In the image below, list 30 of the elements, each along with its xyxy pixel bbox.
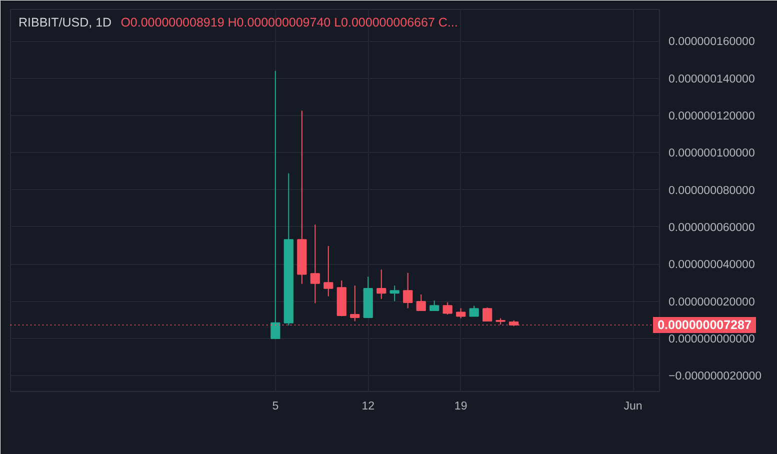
y-tick-label: 0.000000120000 <box>668 110 755 122</box>
y-tick-label: 0.000000140000 <box>668 73 755 86</box>
x-tick-label: 5 <box>272 400 279 412</box>
candlestick <box>390 285 400 302</box>
y-tick-label: 0.000000100000 <box>668 148 755 160</box>
candlestick <box>310 224 320 304</box>
candlestick <box>324 245 334 297</box>
candlestick <box>442 302 452 316</box>
y-tick-label: 0.000000020000 <box>668 296 755 308</box>
candlestick <box>270 70 280 340</box>
x-tick-label: Jun <box>624 400 642 412</box>
candlestick <box>430 300 440 312</box>
candlestick <box>482 306 492 322</box>
y-tick-label: 0.000000060000 <box>668 222 755 234</box>
ref-line-label: 0.000000007287 <box>658 316 752 332</box>
x-tick-label: 19 <box>454 400 468 412</box>
candlestick <box>416 294 426 312</box>
candlestick <box>350 285 360 322</box>
candlestick <box>403 272 413 309</box>
y-tick-label: 0.000000160000 <box>668 36 755 48</box>
candlestick <box>376 269 386 300</box>
y-tick-label: 0.000000040000 <box>668 259 755 272</box>
candlestick <box>456 308 466 319</box>
text: O0.000000008919 H0.000000009740 L0.000000006667 C... <box>120 16 458 30</box>
y-tick-label: −0.000000020000 <box>668 370 762 383</box>
y-tick-label: 0.000000000000 <box>668 334 755 346</box>
text: RIBBIT/USD, 1D <box>18 16 112 30</box>
x-tick-label: 12 <box>362 400 375 412</box>
y-tick-label: 0.000000080000 <box>668 184 755 197</box>
candlestick <box>469 305 479 317</box>
